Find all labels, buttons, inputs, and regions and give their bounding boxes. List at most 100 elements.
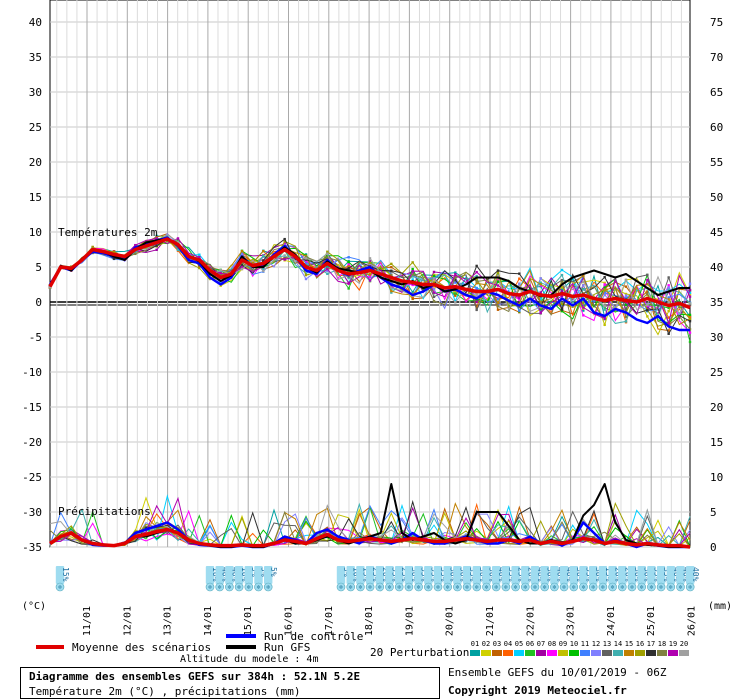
perturbation-point: [688, 291, 692, 294]
probability-block-3-cell: [385, 566, 394, 584]
perturbation-point: [624, 292, 628, 296]
perturbation-point: [347, 287, 350, 290]
perturbation-point: [688, 302, 692, 305]
perturbation-point: [326, 267, 329, 271]
perturbation-point: [518, 305, 521, 309]
snowflake-icon: ❄: [407, 584, 411, 591]
legend: Moyenne des scénarios Run de contrôleRun …: [36, 630, 689, 659]
right-tick-label: 45: [710, 226, 723, 239]
probability-block-3-cell: [598, 566, 608, 584]
perturbation-point: [240, 263, 244, 267]
x-tick-label: 25/01: [646, 606, 657, 636]
probability-block-3-cell: [492, 566, 501, 584]
perturbation-point: [475, 280, 478, 283]
perturbation-point: [560, 294, 564, 298]
perturbation-point: [560, 308, 564, 311]
legend-perturbation-swatch: [514, 650, 524, 656]
snowflake-icon: ❄: [378, 584, 382, 591]
legend-perturbation-swatch: [602, 650, 612, 656]
perturbation-point: [262, 259, 265, 262]
probability-block-2-cell: [225, 566, 234, 584]
legend-perturbation-swatch: [624, 650, 634, 656]
perturbation-point: [539, 298, 542, 301]
perturbation-point: [688, 295, 692, 298]
probability-block-3-cell: [482, 566, 491, 584]
perturbation-point: [539, 284, 542, 287]
probability-block-1-cell: [55, 566, 65, 584]
perturbation-point: [304, 257, 308, 260]
legend-perturbation-swatch: [679, 650, 689, 656]
perturbation-point: [582, 280, 585, 283]
snowflake-icon: ❄: [456, 584, 460, 591]
perturbation-point: [475, 306, 478, 309]
perturbation-point: [411, 269, 414, 273]
snowflake-icon: ❄: [58, 584, 62, 591]
legend-perturbation-swatch: [536, 650, 546, 656]
perturbation-point: [283, 237, 286, 241]
legend-perturbation-number: 13: [603, 640, 611, 648]
perturbation-point: [454, 280, 457, 283]
perturbation-point: [347, 282, 350, 285]
perturbation-point: [326, 272, 329, 276]
right-tick-label: 5: [710, 506, 717, 519]
perturbation-point: [603, 317, 606, 320]
perturbation-point: [475, 282, 478, 285]
snowflake-icon: ❄: [339, 584, 343, 591]
perturbation-point: [283, 240, 286, 243]
perturbation-point: [454, 292, 457, 295]
legend-perturbation-swatch: [580, 650, 590, 656]
perturbation-point: [326, 264, 329, 268]
perturbation-point: [646, 273, 649, 277]
probability-block-3-cell: [686, 566, 695, 584]
probability-block-3-cell: [647, 566, 656, 584]
probability-block-2-label: 5%: [250, 567, 259, 577]
x-tick-label: 18/01: [364, 606, 375, 636]
perturbation-point: [432, 295, 436, 298]
snowflake-icon: [472, 582, 482, 592]
snowflake-icon: [608, 582, 617, 592]
perturbation-point: [560, 280, 564, 284]
perturbation-point: [368, 257, 372, 260]
probability-block-3-cell: [404, 566, 414, 584]
probability-block-2-cell: [205, 566, 215, 584]
perturbation-point: [496, 274, 500, 277]
perturbation-point: [646, 315, 649, 318]
snowflake-icon: [375, 582, 385, 592]
snowflake-icon: ❄: [237, 584, 241, 591]
perturbation-point: [582, 301, 585, 304]
perturbation-point: [667, 329, 670, 332]
perturbation-point: [560, 278, 564, 282]
perturbation-point: [603, 308, 606, 311]
snowflake-icon: ❄: [679, 584, 683, 591]
snowflake-icon: ❄: [591, 584, 595, 591]
perturbation-point: [603, 283, 606, 286]
perturbation-point: [624, 278, 628, 282]
snowflake-icon: ❄: [368, 584, 372, 591]
perturbation-point: [646, 308, 649, 312]
perturbation-point: [411, 273, 414, 276]
perturbation-point: [582, 284, 585, 287]
probability-block-2-cell: [215, 566, 224, 584]
probability-block-3-cell: [637, 566, 646, 584]
perturbation-point: [667, 306, 670, 310]
ensemble-run-label: Ensemble GEFS du 10/01/2019 - 06Z: [448, 666, 667, 679]
snowflake-icon: [559, 582, 569, 592]
right-tick-label: 35: [710, 296, 723, 309]
snowflake-icon: ❄: [562, 584, 566, 591]
snowflake-icon: ❄: [218, 584, 222, 591]
left-tick-label: -5: [29, 331, 42, 344]
left-tick-label: -20: [22, 436, 42, 449]
perturbation-point: [518, 282, 521, 285]
right-tick-label: 60: [710, 121, 723, 134]
perturbation-point: [496, 284, 500, 287]
left-tick-label: 0: [35, 296, 42, 309]
legend-perturbation-swatch: [492, 650, 502, 656]
snowflake-icon: ❄: [533, 584, 537, 591]
perturbation-point: [176, 248, 180, 252]
perturbation-point: [454, 276, 457, 279]
perturbation-point: [667, 296, 670, 299]
snowflake-icon: [215, 582, 224, 592]
legend-perturbation-number: 08: [548, 640, 556, 648]
perturbation-point: [475, 308, 478, 312]
snowflake-icon: [579, 582, 588, 592]
